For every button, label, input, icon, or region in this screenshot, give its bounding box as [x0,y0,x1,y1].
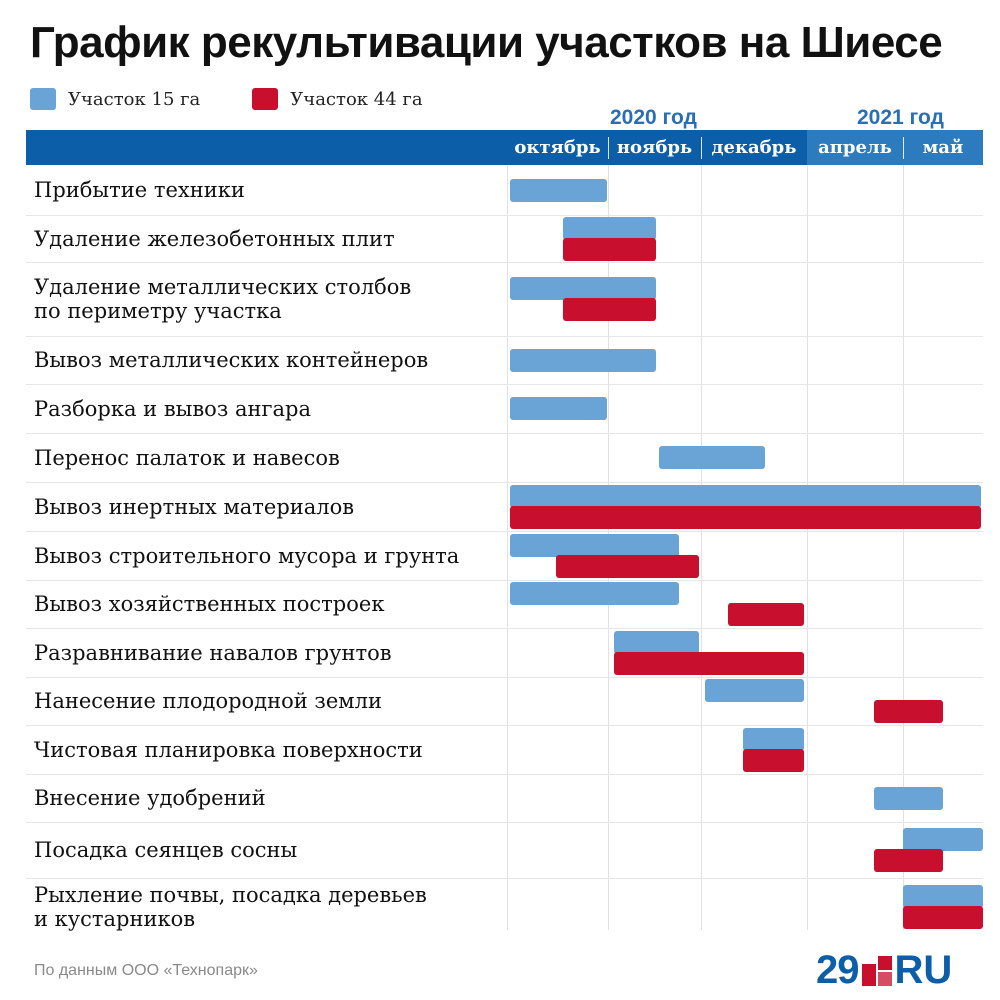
page-title: График рекультивации участков на Шиесе [30,18,943,67]
task-label: Нанесение плодородной земли [34,689,382,713]
row-separator [26,262,983,263]
task-label: Внесение удобрений [34,786,266,810]
bar-plot-15 [903,884,983,908]
row-separator [26,725,983,726]
row-separator [26,384,983,385]
bar-plot-15 [510,348,657,372]
logo: 29 RU [816,948,952,993]
legend-swatch-44 [252,88,279,110]
month-november: ноябрь [616,137,693,158]
bar-plot-44 [556,554,700,578]
task-label: Посадка сеянцев сосны [34,838,298,862]
row-separator [26,878,983,879]
bar-plot-44 [613,651,804,675]
year-2021: 2021 год [857,106,944,129]
bar-plot-15 [743,727,804,751]
task-label: Удаление железобетонных плит [34,226,395,251]
bar-plot-15 [874,786,943,810]
task-label: Перенос палаток и навесов [34,445,340,470]
month-december: декабрь [711,137,797,158]
legend-label-15: Участок 15 га [68,88,201,110]
month-header-2021 [807,130,983,165]
row-separator [26,531,983,532]
row-separator [26,822,983,823]
task-label: Удаление металлических столбов по периме… [34,275,412,323]
bar-plot-15 [659,446,765,469]
legend-item-44: Участок 44 га [252,88,423,110]
bar-plot-15 [705,679,804,702]
task-label: Вывоз строительного мусора и грунта [34,543,460,568]
bar-plot-44 [562,237,657,261]
task-label: Вывоз инертных материалов [34,494,355,519]
year-2020: 2020 год [610,106,697,129]
legend-label-44: Участок 44 га [290,88,423,110]
bar-plot-15 [510,277,657,300]
legend-swatch-15 [30,88,56,110]
month-april: апрель [818,137,892,158]
task-label: Рыхление почвы, посадка деревьев и куста… [34,882,427,931]
row-separator [26,433,983,434]
task-label: Чистовая планировка поверхности [34,737,423,762]
source-footnote: По данным ООО «Технопарк» [34,962,258,979]
task-label: Прибытие техники [34,178,245,202]
month-october: октябрь [514,137,601,158]
bar-plot-15 [510,582,679,605]
row-separator [26,628,983,629]
bar-plot-15 [613,630,700,654]
task-label: Разборка и вывоз ангара [34,396,311,421]
bar-plot-44 [743,748,804,772]
grid-line [807,165,808,930]
grid-line [507,165,508,930]
bar-plot-44 [510,505,982,529]
grid-line [903,165,904,930]
bar-plot-15 [510,533,679,557]
legend-item-15: Участок 15 га [30,88,200,110]
task-label: Вывоз хозяйственных построек [34,592,385,616]
row-separator [26,215,983,216]
row-separator [26,677,983,678]
row-separator [26,482,983,483]
bar-plot-15 [562,216,657,240]
bar-plot-44 [727,603,804,626]
bar-plot-15 [510,397,607,420]
logo-number: 29 [816,948,859,992]
month-separator [903,137,904,159]
grid-line [701,165,702,930]
logo-suffix: RU [894,948,953,992]
task-label: Разравнивание навалов грунтов [34,640,392,665]
bar-plot-44 [874,849,943,872]
row-separator [26,580,983,581]
month-separator [608,137,609,159]
month-may: май [922,137,964,158]
bar-plot-44 [562,298,657,321]
row-separator [26,774,983,775]
legend: Участок 15 га Участок 44 га [30,88,475,110]
bar-plot-15 [510,178,607,202]
logo-squares-icon [861,955,892,986]
task-label: Вывоз металлических контейнеров [34,348,429,372]
row-separator [26,336,983,337]
month-separator [701,137,702,159]
bar-plot-44 [903,905,983,929]
bar-plot-44 [874,700,943,723]
bar-plot-15 [510,484,982,508]
bar-plot-15 [903,828,983,851]
